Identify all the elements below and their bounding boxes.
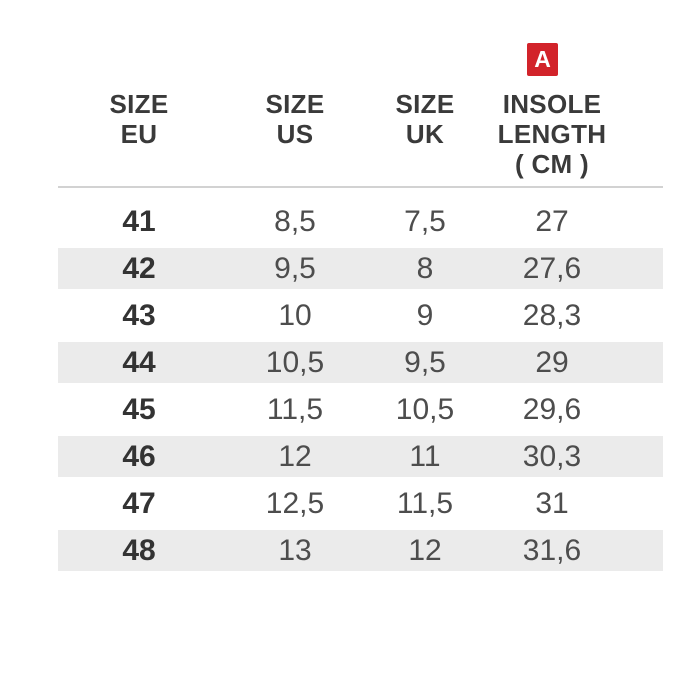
cell-size-eu: 46 <box>122 439 156 473</box>
table-row: 45 11,5 10,5 29,6 <box>58 386 663 433</box>
badge-row: A <box>58 43 663 89</box>
header-line: INSOLE <box>502 89 602 119</box>
header-divider <box>58 186 663 188</box>
cell-size-eu: 47 <box>122 486 156 520</box>
header-line: EU <box>120 119 158 149</box>
cell-size-uk: 11 <box>409 439 441 473</box>
cell-size-us: 12,5 <box>265 486 325 520</box>
cell-insole-length: 29 <box>535 345 569 379</box>
column-header-size-eu: SIZE EU <box>58 89 220 149</box>
table-row: 48 13 12 31,6 <box>58 527 663 574</box>
shoe-size-chart: A SIZE EU SIZE US SIZE UK INSOLE LENGTH … <box>58 43 663 574</box>
cell-size-eu: 44 <box>122 345 156 379</box>
cell-insole-length: 29,6 <box>522 392 582 426</box>
cell-size-eu: 48 <box>122 533 156 567</box>
cell-size-uk: 12 <box>408 533 442 567</box>
cell-size-us: 13 <box>278 533 312 567</box>
cell-size-uk: 7,5 <box>404 204 446 238</box>
header-line: SIZE <box>265 89 325 119</box>
cell-insole-length: 31 <box>535 486 569 520</box>
column-header-size-uk: SIZE UK <box>370 89 480 149</box>
table-row: 41 8,5 7,5 27 <box>58 198 663 245</box>
header-line: LENGTH <box>497 119 607 149</box>
column-header-insole-length: INSOLE LENGTH ( CM ) <box>480 89 624 179</box>
table-row: 47 12,5 11,5 31 <box>58 480 663 527</box>
cell-insole-length: 28,3 <box>522 298 582 332</box>
cell-size-uk: 10,5 <box>395 392 455 426</box>
cell-size-uk: 11,5 <box>396 486 454 520</box>
cell-size-eu: 43 <box>122 298 156 332</box>
table-body: 41 8,5 7,5 27 42 9,5 8 27,6 43 10 9 28,3… <box>58 198 663 574</box>
table-row: 43 10 9 28,3 <box>58 292 663 339</box>
cell-size-us: 12 <box>278 439 312 473</box>
cell-insole-length: 30,3 <box>522 439 582 473</box>
header-line: UK <box>405 119 445 149</box>
cell-size-uk: 8 <box>416 251 434 285</box>
cell-size-uk: 9 <box>416 298 434 332</box>
cell-size-uk: 9,5 <box>404 345 446 379</box>
header-line: ( CM ) <box>515 149 589 179</box>
column-header-size-us: SIZE US <box>220 89 370 149</box>
table-row: 46 12 11 30,3 <box>58 433 663 480</box>
cell-size-us: 10,5 <box>265 345 325 379</box>
cell-insole-length: 27,6 <box>522 251 582 285</box>
insole-marker-label: A <box>534 46 551 72</box>
header-line: SIZE <box>109 89 169 119</box>
cell-size-us: 8,5 <box>274 204 316 238</box>
cell-insole-length: 27 <box>535 204 569 238</box>
cell-insole-length: 31,6 <box>522 533 582 567</box>
cell-size-us: 10 <box>278 298 312 332</box>
insole-marker-badge: A <box>527 43 558 76</box>
cell-size-us: 11,5 <box>266 392 324 426</box>
table-row: 42 9,5 8 27,6 <box>58 245 663 292</box>
cell-size-us: 9,5 <box>274 251 316 285</box>
table-header: SIZE EU SIZE US SIZE UK INSOLE LENGTH ( … <box>58 89 663 179</box>
header-line: US <box>276 119 314 149</box>
cell-size-eu: 42 <box>122 251 156 285</box>
header-line: SIZE <box>395 89 455 119</box>
cell-size-eu: 41 <box>122 204 156 238</box>
table-row: 44 10,5 9,5 29 <box>58 339 663 386</box>
cell-size-eu: 45 <box>122 392 156 426</box>
